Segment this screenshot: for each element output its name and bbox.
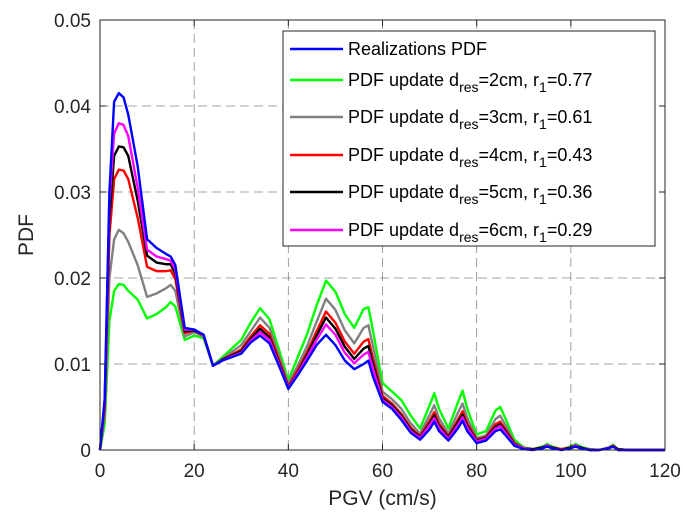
x-tick-label: 60 [372,461,393,482]
y-axis-label: PDF [15,214,38,256]
y-tick-label: 0.03 [54,183,91,204]
legend-text-part: =5cm, r [479,182,540,202]
legend-subscript: res [459,154,478,170]
legend-subscript: 1 [539,229,547,245]
x-tick-label: 20 [184,461,205,482]
legend-subscript: 1 [539,154,547,170]
legend-text-part: =6cm, r [479,220,540,240]
legend-entry: PDF update dres=3cm, r1=0.61 [348,107,592,132]
legend-subscript: 1 [539,116,547,132]
x-tick-label: 100 [555,461,587,482]
legend-text-part: =3cm, r [479,107,540,127]
y-tick-label: 0 [80,441,91,462]
x-tick-label: 80 [466,461,487,482]
legend-text-part: PDF update d [348,145,459,165]
legend-text-part: PDF update d [348,220,459,240]
legend-entry: PDF update dres=2cm, r1=0.77 [348,70,592,95]
x-tick-label: 0 [95,461,106,482]
legend-entry: Realizations PDF [348,39,487,59]
legend-text-part: =2cm, r [479,70,540,90]
y-tick-label: 0.01 [54,355,91,376]
legend-box [282,30,656,247]
legend-subscript: res [459,191,478,207]
legend-subscript: 1 [539,191,547,207]
legend-text-part: =0.36 [547,182,593,202]
legend-entry: PDF update dres=5cm, r1=0.36 [348,182,592,207]
legend-entry: PDF update dres=6cm, r1=0.29 [348,220,592,245]
legend-text-part: Realizations PDF [348,39,487,59]
legend-text-part: PDF update d [348,182,459,202]
series-line [98,91,665,452]
y-tick-label: 0.02 [54,269,91,290]
legend-text-part: PDF update d [348,107,459,127]
x-tick-label: 120 [649,461,681,482]
legend-subscript: res [459,79,478,95]
y-tick-label: 0.04 [54,97,91,118]
series-lines [98,91,665,452]
legend-text-part: =0.43 [547,145,593,165]
legend-text-part: PDF update d [348,70,459,90]
x-axis-label: PGV (cm/s) [328,487,437,510]
legend-subscript: 1 [539,79,547,95]
legend-subscript: res [459,116,478,132]
legend-entry: PDF update dres=4cm, r1=0.43 [348,145,592,170]
legend-text-part: =4cm, r [479,145,540,165]
legend-subscript: res [459,229,478,245]
x-tick-label: 40 [278,461,299,482]
legend-text-part: =0.77 [547,70,593,90]
y-tick-label: 0.05 [54,11,91,32]
legend-text-part: =0.61 [547,107,593,127]
tick-labels: 0 20 40 60 80 100 120 0 0.01 0.02 0.03 0.04 0.05 [54,11,681,482]
legend-text-part: =0.29 [547,220,593,240]
axis-ticks [99,19,666,451]
